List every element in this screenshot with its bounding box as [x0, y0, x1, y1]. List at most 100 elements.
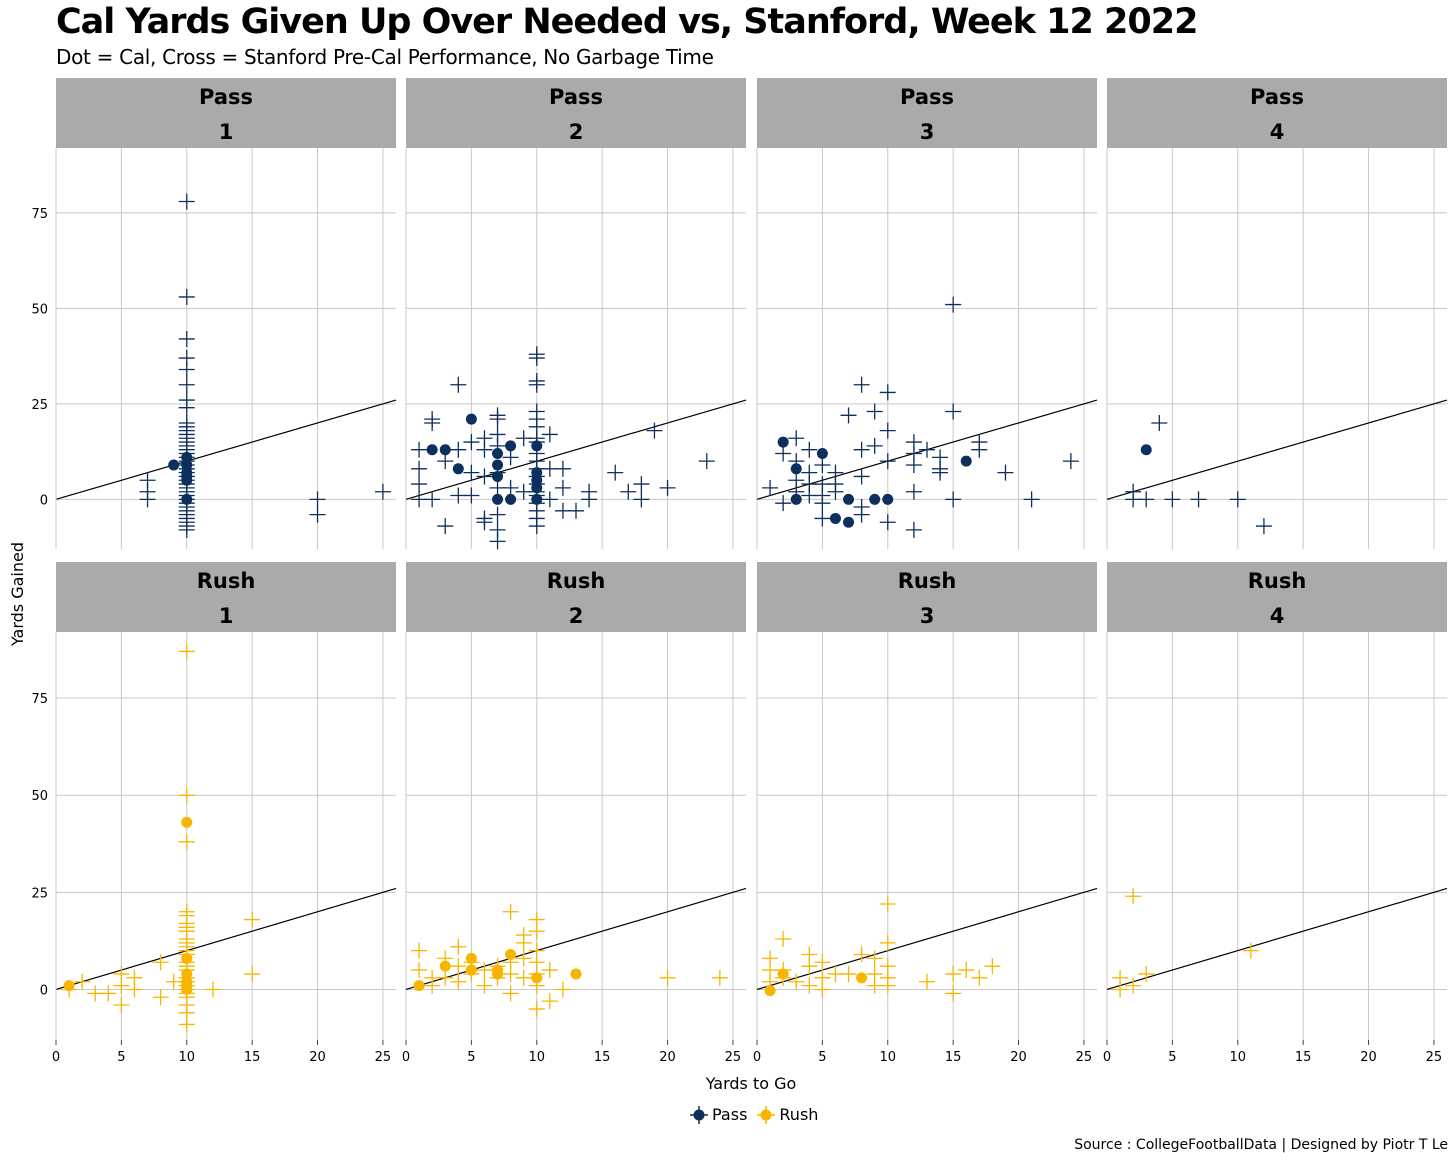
y-tick-label: 75 [31, 692, 48, 707]
stanford-point-pass-2 [463, 464, 480, 481]
stanford-point-pass-2 [528, 518, 545, 535]
cal-point-pass-1 [181, 451, 193, 463]
stanford-point-pass-4 [1151, 414, 1168, 431]
cal-point-rush-3 [856, 972, 868, 984]
stanford-point-pass-3 [788, 430, 805, 447]
cal-point-pass-2 [531, 440, 543, 452]
stanford-point-rush-3 [879, 896, 896, 912]
stanford-point-rush-3 [814, 981, 831, 998]
cal-point-rush-3 [777, 968, 789, 980]
x-tick-label: 10 [879, 1050, 896, 1065]
stanford-point-rush-3 [919, 973, 935, 990]
stanford-point-rush-1 [244, 911, 261, 928]
facet-label-down-pass-2: 2 [569, 120, 584, 144]
stanford-point-rush-2 [450, 938, 467, 955]
reference-line-rush-3 [756, 887, 1098, 991]
stanford-point-rush-4 [1138, 965, 1155, 982]
stanford-point-pass-2 [411, 476, 428, 493]
cal-point-rush-2 [413, 980, 425, 992]
cal-point-rush-1 [181, 952, 193, 964]
cal-point-pass-2 [426, 444, 438, 456]
stanford-point-pass-3 [814, 456, 831, 473]
stanford-point-rush-1 [204, 981, 221, 998]
stanford-point-pass-4 [1138, 491, 1155, 508]
stanford-point-pass-2 [424, 491, 441, 508]
legend-item-pass: Pass [690, 1105, 747, 1124]
cal-point-rush-2 [492, 968, 504, 980]
y-axis-title: Yards Gained [8, 542, 27, 647]
x-tick-label: 10 [528, 1050, 545, 1065]
legend: Pass Rush [690, 1105, 828, 1124]
stanford-point-pass-2 [554, 460, 571, 477]
y-tick-label: 75 [31, 207, 48, 222]
facet-label-down-pass-3: 3 [920, 120, 935, 144]
x-tick-label: 5 [818, 1050, 826, 1065]
stanford-point-rush-2 [411, 942, 428, 959]
stanford-point-pass-3 [775, 445, 792, 462]
stanford-point-pass-3 [853, 506, 870, 523]
stanford-point-rush-3 [866, 950, 883, 967]
stanford-point-rush-3 [840, 965, 857, 982]
cal-point-pass-3 [960, 455, 972, 467]
x-tick-label: 25 [375, 1050, 392, 1065]
stanford-point-rush-1 [100, 985, 117, 1002]
stanford-point-rush-3 [814, 954, 831, 971]
cal-point-rush-2 [439, 960, 451, 972]
x-tick-label: 20 [309, 1050, 326, 1065]
stanford-point-pass-2 [607, 464, 624, 481]
y-tick-label: 0 [40, 983, 48, 998]
stanford-point-pass-1 [178, 330, 195, 347]
stanford-point-rush-3 [984, 958, 1001, 975]
stanford-point-rush-2 [515, 950, 532, 967]
cal-point-pass-2 [439, 444, 451, 456]
stanford-point-rush-2 [515, 934, 532, 951]
stanford-point-pass-2 [528, 376, 545, 393]
cal-point-pass-2 [465, 413, 477, 425]
stanford-point-pass-3 [1062, 453, 1079, 470]
stanford-point-pass-3 [814, 495, 831, 512]
stanford-point-pass-3 [866, 403, 883, 420]
stanford-point-pass-2 [646, 422, 663, 439]
cal-point-pass-3 [816, 448, 828, 460]
facet-label-type-pass-4: Pass [1250, 85, 1304, 109]
reference-line-pass-1 [55, 399, 397, 500]
stanford-point-rush-2 [411, 962, 428, 979]
cal-point-pass-3 [790, 463, 802, 475]
stanford-point-pass-3 [997, 464, 1014, 481]
x-tick-label: 0 [1103, 1050, 1111, 1065]
stanford-point-pass-2 [581, 491, 598, 508]
stanford-point-pass-2 [541, 491, 558, 508]
facet-label-type-rush-4: Rush [1248, 569, 1307, 593]
x-tick-label: 10 [1229, 1050, 1246, 1065]
stanford-point-rush-2 [659, 969, 676, 986]
stanford-point-pass-2 [489, 506, 506, 523]
stanford-point-pass-2 [476, 441, 493, 458]
cal-point-rush-2 [531, 972, 543, 984]
reference-line-rush-2 [405, 887, 747, 991]
stanford-point-rush-3 [945, 985, 962, 1002]
x-tick-label: 20 [1360, 1050, 1377, 1065]
stanford-point-pass-2 [437, 453, 454, 470]
facet-strip-rush-2 [406, 562, 746, 632]
stanford-point-pass-4 [1255, 518, 1272, 535]
facet-strip-pass-2 [406, 78, 746, 148]
stanford-point-pass-2 [450, 376, 467, 393]
legend-key-rush [757, 1105, 776, 1124]
stanford-point-pass-1 [178, 376, 195, 393]
cal-point-pass-2 [492, 459, 504, 471]
stanford-point-rush-1 [178, 833, 195, 850]
stanford-point-rush-1 [178, 1016, 195, 1033]
stanford-point-rush-1 [152, 954, 169, 971]
facet-strip-pass-3 [757, 78, 1097, 148]
facet-label-type-pass-3: Pass [900, 85, 954, 109]
cal-point-pass-3 [777, 436, 789, 448]
stanford-point-rush-3 [801, 958, 818, 975]
legend-key-pass [690, 1105, 708, 1124]
stanford-point-pass-3 [945, 296, 962, 313]
cal-point-pass-1 [181, 493, 193, 505]
stanford-point-rush-1 [152, 989, 169, 1006]
stanford-point-pass-2 [437, 518, 454, 535]
cal-point-pass-2 [531, 493, 543, 505]
stanford-point-rush-2 [476, 962, 493, 979]
